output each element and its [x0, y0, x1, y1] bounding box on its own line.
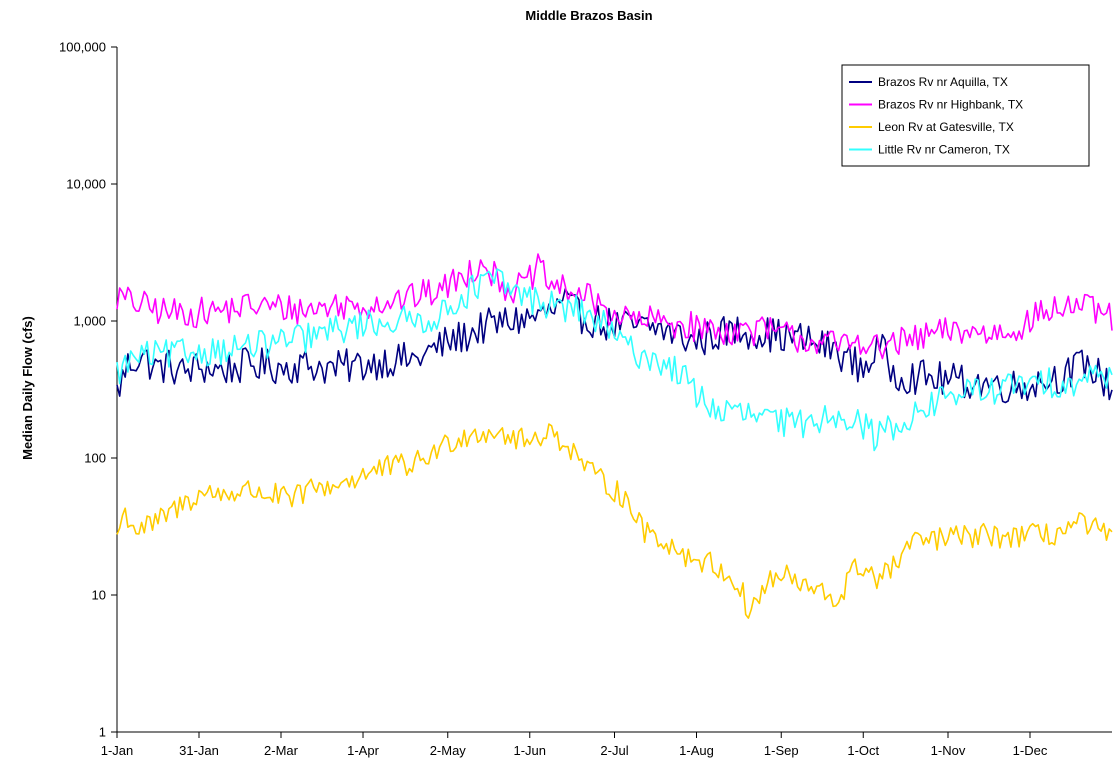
y-axis-title: Median Daily Flow (cfs) — [20, 316, 35, 460]
x-tick-label: 1-Aug — [679, 743, 714, 758]
x-tick-label: 31-Jan — [179, 743, 219, 758]
series-line-little-rv-nr-cameron-tx — [116, 268, 1113, 452]
x-tick-label: 1-Jun — [513, 743, 546, 758]
legend-label: Brazos Rv nr Highbank, TX — [878, 98, 1023, 112]
legend-label: Leon Rv at Gatesville, TX — [878, 120, 1014, 134]
legend-label: Little Rv nr Cameron, TX — [878, 143, 1010, 157]
x-tick-label: 1-Dec — [1013, 743, 1048, 758]
x-tick-label: 2-Mar — [264, 743, 299, 758]
y-tick-label: 10,000 — [66, 177, 106, 192]
x-tick-label: 1-Sep — [764, 743, 799, 758]
x-tick-label: 2-Jul — [600, 743, 628, 758]
plot-area: 1 10 100 1,000 10,000 100,000 1-Jan 31-Jan 2-Mar… — [59, 40, 1113, 758]
x-tick-label: 1-Oct — [847, 743, 879, 758]
x-tick-label: 1-Apr — [347, 743, 379, 758]
legend: Brazos Rv nr Aquilla, TX Brazos Rv nr Hig… — [841, 64, 1090, 167]
y-tick-label: 100 — [84, 451, 106, 466]
x-tick-label: 2-May — [430, 743, 467, 758]
legend-box — [841, 64, 1090, 167]
y-tick-label: 1 — [99, 725, 106, 740]
y-tick-label: 100,000 — [59, 40, 106, 55]
legend-label: Brazos Rv nr Aquilla, TX — [878, 75, 1008, 89]
chart-title: Middle Brazos Basin — [525, 8, 652, 23]
y-tick-label: 1,000 — [73, 314, 106, 329]
series-line-leon-rv-at-gatesville-tx — [116, 423, 1113, 619]
x-tick-label: 1-Nov — [931, 743, 966, 758]
x-tick-label: 1-Jan — [101, 743, 134, 758]
y-tick-label: 10 — [92, 588, 106, 603]
series-line-brazos-rv-nr-highbank-tx — [116, 253, 1113, 360]
